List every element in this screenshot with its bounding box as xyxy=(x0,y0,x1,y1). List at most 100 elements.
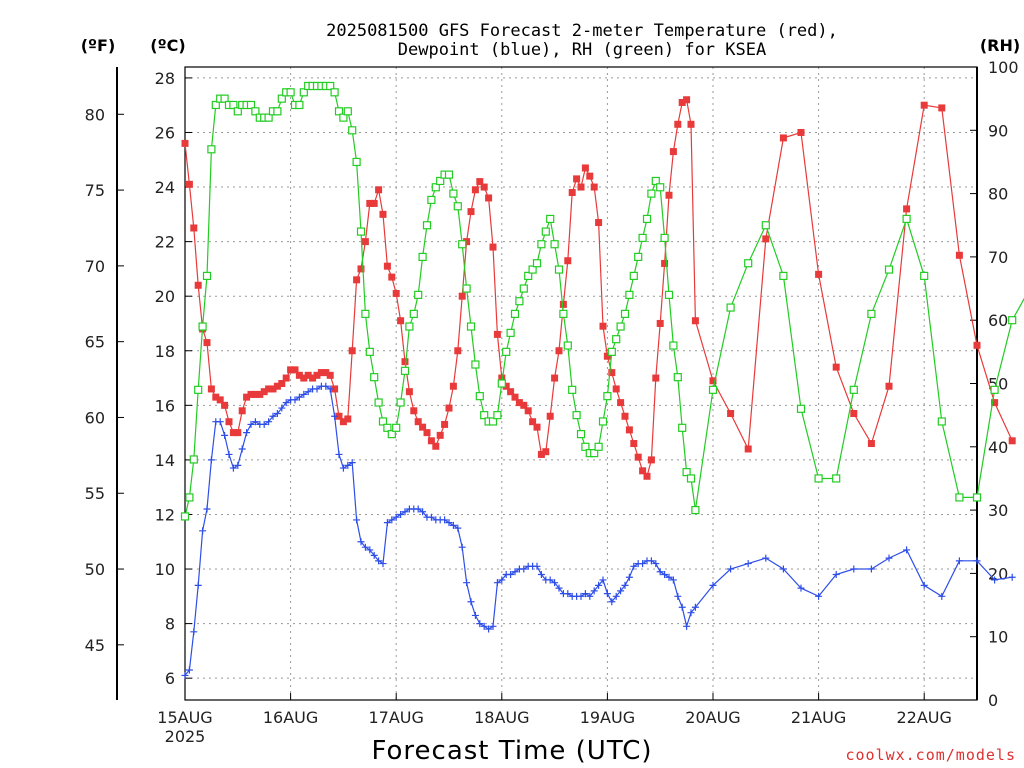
x-tick-label: 20AUG xyxy=(685,708,740,727)
data-point-marker xyxy=(265,418,273,426)
data-point-marker xyxy=(331,385,339,393)
x-tick-label: 21AUG xyxy=(791,708,846,727)
data-point-marker xyxy=(647,557,655,565)
data-point-marker xyxy=(304,371,312,379)
data-point-marker xyxy=(612,335,621,344)
series-layer xyxy=(180,81,1024,679)
data-point-marker xyxy=(256,390,264,398)
data-point-marker xyxy=(190,628,198,636)
data-point-marker xyxy=(488,417,498,426)
data-point-marker xyxy=(449,382,457,390)
data-point-marker xyxy=(427,195,436,205)
data-point-marker xyxy=(607,347,616,356)
data-point-marker xyxy=(920,101,928,109)
data-point-marker xyxy=(630,562,638,570)
chart-title-line1: 2025081500 GFS Forecast 2-meter Temperat… xyxy=(326,21,838,41)
data-point-marker xyxy=(370,551,378,559)
data-point-marker xyxy=(991,576,999,584)
data-point-marker xyxy=(691,506,700,515)
rh-tick-label: 80 xyxy=(988,185,1008,204)
data-point-marker xyxy=(269,385,277,393)
data-point-marker xyxy=(620,309,630,318)
data-point-marker xyxy=(686,474,696,483)
data-point-marker xyxy=(687,609,695,617)
data-point-marker xyxy=(502,347,511,356)
data-point-marker xyxy=(779,565,787,573)
data-point-marker xyxy=(691,603,699,611)
data-point-marker xyxy=(185,666,193,674)
data-point-marker xyxy=(286,88,295,97)
data-point-marker xyxy=(379,210,387,218)
data-point-marker xyxy=(744,259,753,268)
data-point-marker xyxy=(647,456,655,464)
fahrenheit-tick-label: 80 xyxy=(85,105,105,124)
data-point-marker xyxy=(568,385,577,394)
celsius-tick-label: 18 xyxy=(155,342,175,361)
data-point-marker xyxy=(295,393,303,401)
data-point-marker xyxy=(709,581,717,589)
data-point-marker xyxy=(608,598,616,606)
data-point-marker xyxy=(529,418,537,426)
data-point-marker xyxy=(647,189,656,198)
data-point-marker xyxy=(335,450,343,458)
data-point-marker xyxy=(344,461,352,469)
data-point-marker xyxy=(203,505,211,513)
fahrenheit-tick-label: 50 xyxy=(85,560,105,579)
data-point-marker xyxy=(414,418,422,426)
data-point-marker xyxy=(625,426,633,434)
data-point-marker xyxy=(603,352,611,360)
series-line-2 xyxy=(184,85,1024,517)
data-point-marker xyxy=(938,592,946,600)
data-point-marker xyxy=(542,448,550,456)
data-point-marker xyxy=(423,429,431,437)
data-point-marker xyxy=(378,417,388,426)
data-point-marker xyxy=(229,429,237,437)
data-point-marker xyxy=(603,392,612,401)
data-point-marker xyxy=(669,576,677,584)
data-point-marker xyxy=(409,309,418,318)
data-point-marker xyxy=(357,538,365,546)
data-point-marker xyxy=(661,259,669,267)
data-point-marker xyxy=(198,322,207,331)
data-point-marker xyxy=(726,303,735,312)
data-point-marker xyxy=(634,252,643,261)
rh-tick-label: 30 xyxy=(988,501,1008,520)
data-point-marker xyxy=(832,363,840,371)
data-point-marker xyxy=(247,390,255,398)
data-point-marker xyxy=(462,284,471,293)
data-point-marker xyxy=(419,508,427,516)
series-group-1 xyxy=(181,382,1016,679)
data-point-marker xyxy=(683,622,691,630)
data-point-marker xyxy=(493,330,501,338)
data-point-marker xyxy=(520,401,528,409)
data-point-marker xyxy=(392,289,400,297)
data-point-marker xyxy=(1008,573,1016,581)
data-point-marker xyxy=(661,570,669,578)
data-point-marker xyxy=(449,189,458,198)
data-point-marker xyxy=(779,134,787,142)
rh-tick-label: 10 xyxy=(988,628,1008,647)
data-point-marker xyxy=(815,270,823,278)
data-point-marker xyxy=(326,81,335,91)
data-point-marker xyxy=(832,570,840,578)
data-point-marker xyxy=(532,259,542,268)
data-point-marker xyxy=(300,374,308,382)
data-point-marker xyxy=(643,472,651,480)
data-point-marker xyxy=(432,442,440,450)
x-tick-label: 19AUG xyxy=(580,708,635,727)
data-point-marker xyxy=(431,183,440,192)
data-point-marker xyxy=(674,120,682,128)
data-point-marker xyxy=(568,189,576,197)
data-point-marker xyxy=(392,513,400,521)
data-point-marker xyxy=(489,622,497,630)
data-point-marker xyxy=(181,671,189,679)
data-point-marker xyxy=(797,128,805,136)
data-point-marker xyxy=(480,183,488,191)
x-tick-label: 16AUG xyxy=(263,708,318,727)
data-point-marker xyxy=(374,398,383,407)
data-point-marker xyxy=(480,411,489,420)
data-point-marker xyxy=(264,113,273,122)
data-point-marker xyxy=(180,512,190,521)
chart-title-line2: Dewpoint (blue), RH (green) for KSEA xyxy=(398,40,766,60)
data-point-marker xyxy=(524,407,532,415)
